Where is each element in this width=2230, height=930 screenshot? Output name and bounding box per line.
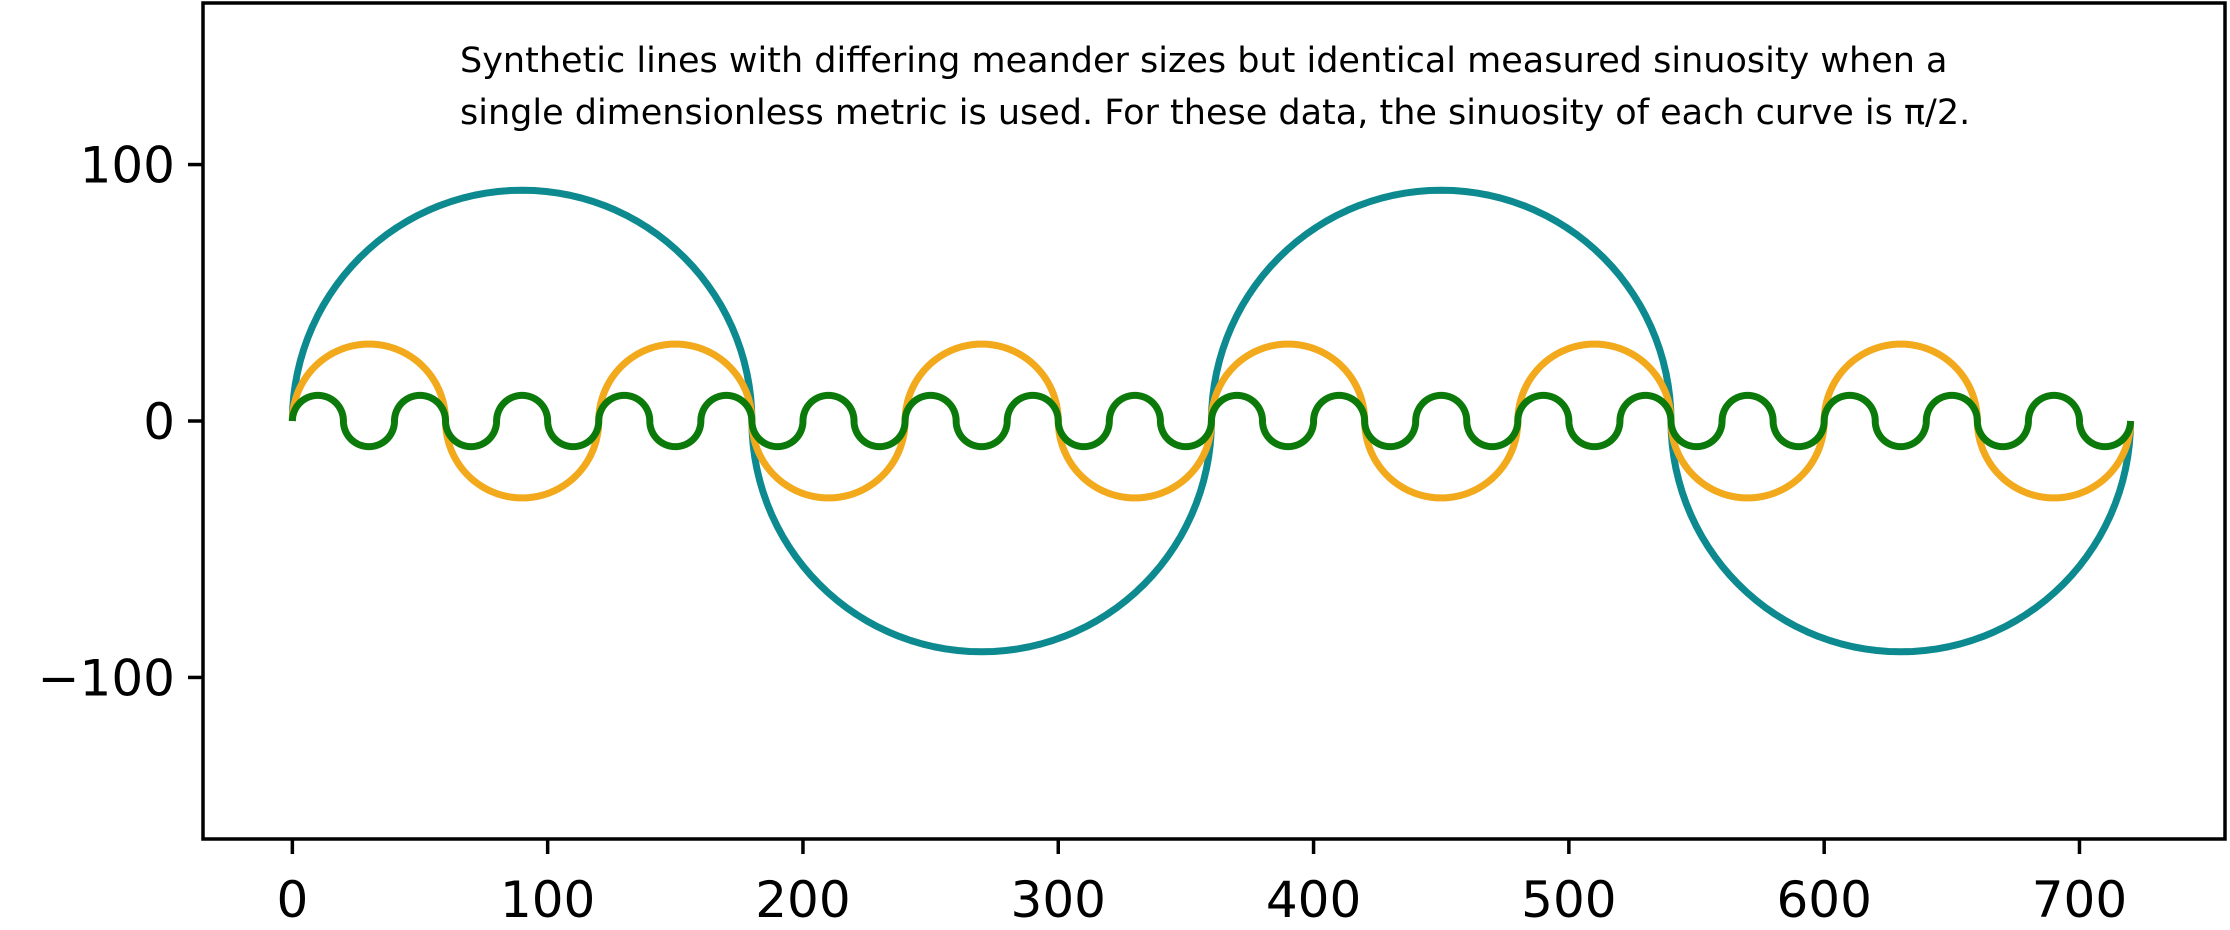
x-tick-label: 200 [755,871,850,929]
y-tick-label: −100 [38,649,175,707]
ticks-layer: 0 100 200 300 400 500 600 700 100 0 −100 [38,137,2128,929]
series-layer [288,186,2135,656]
x-tick-label: 400 [1266,871,1361,929]
x-tick-label: 700 [2032,871,2127,929]
annotation-line-2: single dimensionless metric is used. For… [460,93,1970,133]
y-tick-label: 0 [143,393,175,451]
series-line-3 [288,391,2135,451]
x-tick-label: 600 [1776,871,1871,929]
x-tick-label: 500 [1521,871,1616,929]
x-tick-label: 0 [276,871,308,929]
x-tick-label: 100 [500,871,595,929]
annotation-line-1: Synthetic lines with differing meander s… [460,41,1947,81]
y-tick-label: 100 [80,137,175,195]
x-tick-label: 300 [1011,871,1106,929]
annotation: Synthetic lines with differing meander s… [460,41,1970,133]
